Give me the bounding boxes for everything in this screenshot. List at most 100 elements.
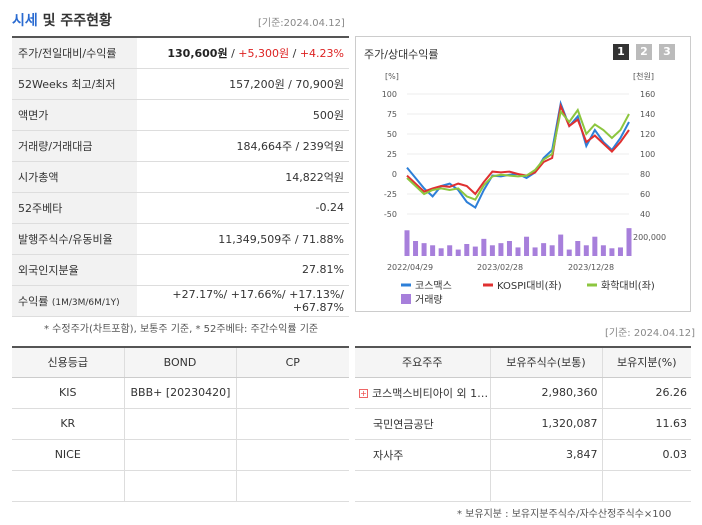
- holder-shares: 1,320,087: [489, 408, 602, 440]
- left-tick-label: 75: [387, 110, 397, 119]
- left-tick-label: 50: [387, 130, 397, 139]
- right-tick-label: 100: [640, 150, 655, 159]
- series-line: [406, 107, 630, 201]
- legend-label: KOSPI대비(좌): [497, 280, 562, 292]
- holder-shares: 3,847: [489, 439, 602, 471]
- volume-bar: [600, 245, 606, 256]
- volume-bar: [489, 245, 495, 256]
- credit-header-cp: CP: [235, 347, 349, 378]
- volume-bar: [583, 245, 589, 256]
- left-tick-label: 100: [382, 90, 397, 99]
- mcap-label: 시가총액: [12, 161, 137, 193]
- title-rest: 및 주주현황: [42, 13, 112, 29]
- right-axis-label: [천원]: [633, 71, 654, 81]
- holders-header-pct: 보유지분(%): [601, 347, 691, 378]
- holder-pct: 26.26: [601, 377, 691, 409]
- credit-bond: [123, 470, 236, 502]
- volume-bar: [404, 230, 410, 256]
- beta-label: 52주베타: [12, 192, 137, 224]
- right-tick-label: 80: [640, 170, 650, 179]
- volume-bar: [472, 246, 478, 256]
- volume-bar: [438, 248, 444, 256]
- volume-bar: [549, 245, 555, 256]
- series-line: [406, 102, 630, 196]
- credit-table: 신용등급 BOND CP KIS BBB+ [20230420] KR NICE: [12, 346, 349, 502]
- return-label-sub: (1M/3M/6M/1Y): [51, 297, 120, 308]
- chart-panel: [355, 36, 691, 312]
- credit-agency: KIS: [12, 377, 124, 409]
- holder-name-text: 코스맥스비티아이 외 1…: [372, 386, 489, 400]
- w52-value: 157,200원 / 70,900원: [137, 68, 349, 100]
- return-label-text: 수익률: [18, 294, 49, 308]
- holder-pct: [601, 470, 691, 502]
- volume-bar: [575, 241, 581, 256]
- stock-chart: [%] [천원] 100 75 50 25 0 -25 -50 160 140 120 100 80…: [382, 71, 666, 306]
- volume-bar: [532, 247, 538, 256]
- par-label: 액면가: [12, 99, 137, 131]
- price-row: 주가/전일대비/수익률 130,600원 / +5,300원 / +4.23%: [12, 37, 349, 69]
- table-row: 국민연금공단 1,320,087 11.63: [355, 408, 691, 440]
- table-row: + 코스맥스비티아이 외 1… 2,980,360 26.26: [355, 377, 691, 409]
- right-tick-label: 160: [640, 90, 655, 99]
- table-row: 자사주 3,847 0.03: [355, 439, 691, 471]
- shares-value: 11,349,509주 / 71.88%: [137, 223, 349, 255]
- current-price: 130,600원: [167, 46, 228, 60]
- return-label: 수익률 (1M/3M/6M/1Y): [12, 285, 137, 317]
- left-tick-label: 0: [392, 170, 397, 179]
- volume-bar: [481, 238, 487, 256]
- table-row: [12, 470, 349, 502]
- holder-name: + 코스맥스비티아이 외 1…: [355, 377, 490, 409]
- credit-bond: BBB+ [20230420]: [123, 377, 236, 409]
- base-date: [기준:2024.04.12]: [258, 18, 345, 29]
- holder-pct: 0.03: [601, 439, 691, 471]
- credit-agency: [12, 470, 124, 502]
- price-info-table: 주가/전일대비/수익률 130,600원 / +5,300원 / +4.23% …: [12, 36, 349, 317]
- volume-bar: [498, 243, 504, 256]
- holder-name: 자사주: [355, 439, 490, 471]
- legend-label: 화학대비(좌): [601, 280, 655, 292]
- volume-bar: [592, 236, 598, 256]
- volume-bar: [566, 249, 572, 256]
- holders-footnote: * 보유지분 : 보유지분주식수/자수산정주식수×100: [457, 509, 672, 520]
- chart-title: 주가/상대수익률: [364, 48, 439, 61]
- volume-bar: [506, 241, 512, 256]
- beta-value: -0.24: [137, 192, 349, 224]
- return-6m: +17.13%: [289, 287, 341, 301]
- holder-shares: [489, 470, 602, 502]
- chart-tab-1[interactable]: 1: [613, 44, 629, 60]
- table-row: [355, 470, 691, 502]
- volume-bar: [464, 244, 470, 256]
- left-tick-label: -50: [384, 210, 397, 219]
- right-tick-label: 40: [640, 210, 650, 219]
- volume-label: 거래량/거래대금: [12, 130, 137, 162]
- volume-bar: [447, 245, 453, 256]
- table-row: KIS BBB+ [20230420]: [12, 377, 349, 409]
- volume-bar: [430, 245, 436, 256]
- expand-plus-icon[interactable]: +: [359, 389, 368, 398]
- price-value: 130,600원 / +5,300원 / +4.23%: [137, 37, 349, 69]
- right-tick-label: 140: [640, 110, 655, 119]
- volume-tick: 200,000: [633, 233, 666, 242]
- x-tick-label: 2023/02/28: [477, 263, 523, 272]
- table-row: NICE: [12, 439, 349, 471]
- volume-bar: [626, 228, 632, 256]
- credit-bond: [123, 439, 236, 471]
- volume-bar: [455, 249, 461, 256]
- credit-cp: [235, 439, 349, 471]
- title-highlight: 시세: [12, 13, 38, 29]
- right-tick-label: 60: [640, 190, 650, 199]
- legend-swatch: [401, 294, 411, 304]
- table-row: KR: [12, 408, 349, 440]
- chart-tab-3[interactable]: 3: [659, 44, 675, 60]
- par-value: 500원: [137, 99, 349, 131]
- holders-date: [기준: 2024.04.12]: [605, 328, 696, 339]
- price-footnote: * 수정주가(차트포함), 보통주 기준, * 52주베타: 주간수익률 기준: [44, 324, 319, 335]
- volume-bar: [524, 236, 530, 256]
- holder-shares: 2,980,360: [489, 377, 602, 409]
- section-title: 시세 및 주주현황: [12, 10, 112, 30]
- credit-cp: [235, 470, 349, 502]
- chart-tab-2[interactable]: 2: [636, 44, 652, 60]
- holder-name: 국민연금공단: [355, 408, 490, 440]
- volume-bar: [421, 243, 427, 256]
- return-value: +27.17%/ +17.66%/ +17.13%/ +67.87%: [137, 285, 349, 317]
